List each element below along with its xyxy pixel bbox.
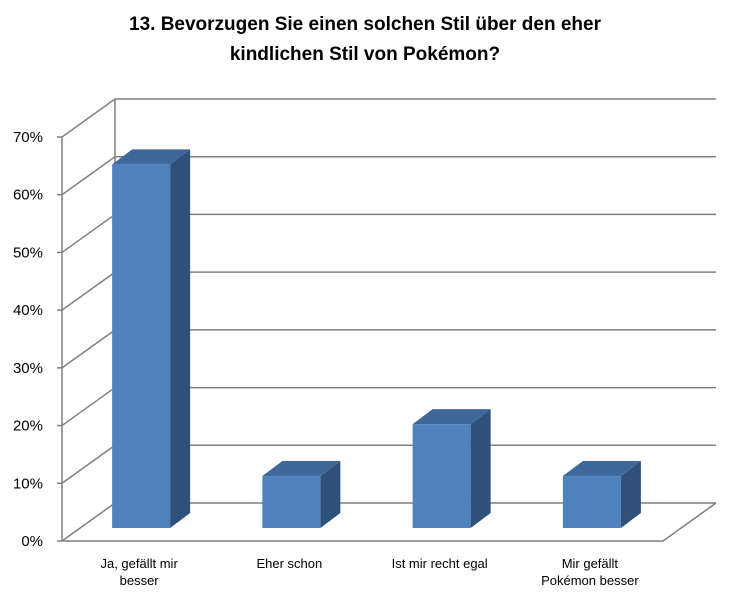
y-tick-label: 70%	[13, 129, 43, 146]
y-tick-label: 30%	[13, 360, 43, 377]
bar-top	[412, 409, 491, 425]
side-gridline	[61, 271, 116, 311]
bar-top	[262, 461, 341, 477]
x-tick-label: Eher schon	[256, 556, 322, 571]
bar-side	[320, 461, 341, 528]
x-tick-label: Pokémon besser	[541, 573, 639, 588]
bar-side	[170, 149, 191, 528]
chart-title-line-1: 13. Bevorzugen Sie einen solchen Stil üb…	[129, 14, 601, 35]
bar-top	[112, 149, 191, 165]
side-gridline	[61, 98, 116, 138]
side-gridline	[61, 329, 116, 369]
y-tick-label: 10%	[13, 475, 43, 492]
side-gridline	[61, 156, 116, 196]
bar-side	[620, 461, 641, 528]
side-gridline	[61, 444, 116, 484]
x-tick-label: Mir gefällt	[562, 556, 619, 571]
x-tick-label: Ist mir recht egal	[392, 556, 488, 571]
floor-edge	[62, 502, 717, 542]
y-tick-label: 50%	[13, 244, 43, 261]
chart-title-line-2: kindlichen Stil von Pokémon?	[229, 44, 501, 65]
bar	[262, 476, 321, 528]
y-tick-label: 60%	[13, 187, 43, 204]
side-gridline	[61, 386, 116, 427]
bar	[412, 424, 471, 528]
side-gridline	[61, 502, 116, 542]
bar-top	[562, 461, 641, 477]
x-tick-label: Ja, gefällt mir	[100, 556, 178, 571]
bar	[112, 164, 171, 528]
bar	[562, 476, 621, 528]
side-gridline	[61, 213, 116, 254]
bar-side	[470, 409, 491, 528]
x-tick-label: besser	[120, 573, 160, 588]
y-tick-label: 0%	[21, 533, 43, 550]
y-tick-label: 20%	[13, 418, 43, 435]
chart-title: 13. Bevorzugen Sie einen solchen Stil üb…	[0, 10, 730, 70]
y-tick-label: 40%	[13, 302, 43, 319]
